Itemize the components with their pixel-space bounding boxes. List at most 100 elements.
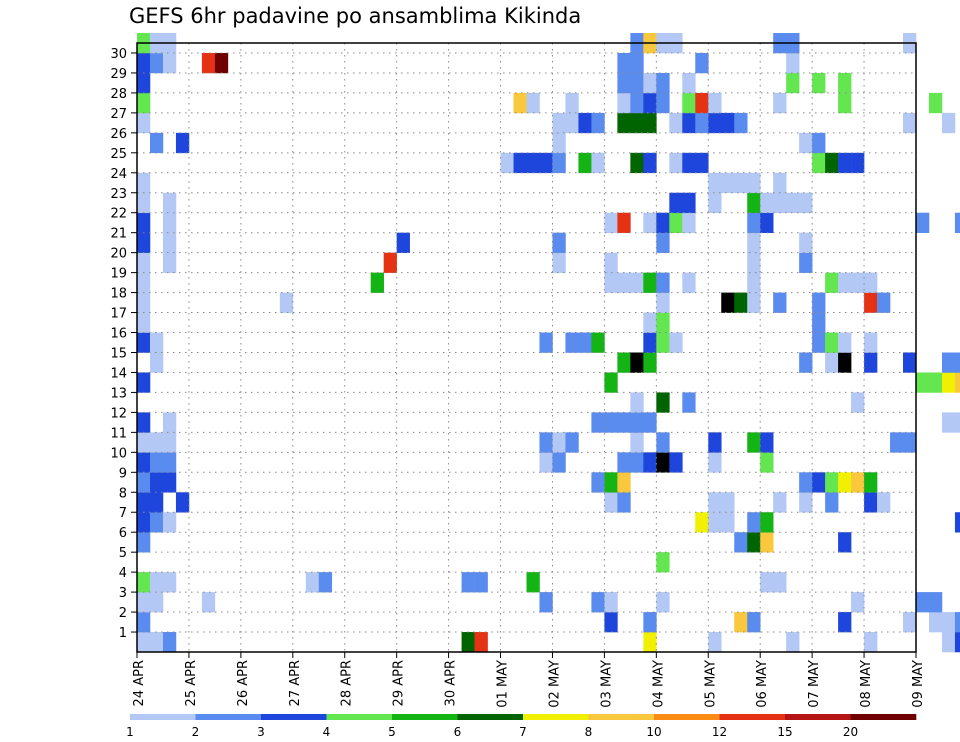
- heatmap-cell: [643, 452, 657, 473]
- heatmap-cell: [916, 592, 930, 613]
- heatmap-cell: [656, 392, 670, 413]
- heatmap-cell: [812, 332, 826, 353]
- heatmap-cell: [864, 292, 878, 313]
- colorbar-label: 15: [777, 725, 792, 739]
- heatmap-cell: [734, 292, 748, 313]
- heatmap-cell: [708, 172, 722, 194]
- heatmap-cell: [825, 352, 839, 373]
- heatmap-cell: [149, 452, 164, 473]
- heatmap-cell: [513, 92, 527, 114]
- heatmap-cell: [591, 412, 605, 433]
- heatmap-cell: [760, 212, 774, 233]
- heatmap-cell: [149, 492, 164, 513]
- heatmap-cell: [838, 72, 852, 94]
- colorbar-label: 20: [843, 725, 858, 739]
- heatmap-cell: [137, 612, 151, 633]
- y-tick-label: 9: [119, 466, 127, 481]
- heatmap-cell: [708, 452, 722, 473]
- heatmap-cell: [656, 212, 670, 233]
- heatmap-cell: [812, 472, 826, 493]
- heatmap-cell: [708, 92, 722, 114]
- heatmap-cell: [565, 332, 579, 353]
- heatmap-cell: [137, 632, 151, 653]
- heatmap-cell: [695, 112, 709, 134]
- colorbar-swatch: [195, 714, 262, 720]
- heatmap-cell: [954, 632, 960, 653]
- heatmap-cell: [617, 92, 631, 114]
- heatmap-cell: [903, 612, 917, 633]
- heatmap-cell: [747, 272, 761, 293]
- heatmap-cell: [149, 592, 164, 613]
- heatmap-cell: [137, 52, 151, 74]
- heatmap-cell: [137, 492, 151, 513]
- heatmap-cell: [137, 92, 151, 114]
- heatmap-cell: [747, 252, 761, 273]
- x-tick-label: 09 MAY: [911, 660, 926, 708]
- heatmap-cell: [656, 592, 670, 613]
- heatmap-cell: [656, 232, 670, 253]
- heatmap-cell: [656, 92, 670, 114]
- heatmap-cell: [539, 452, 553, 473]
- heatmap-cell: [137, 332, 151, 353]
- heatmap-cell: [864, 352, 878, 373]
- heatmap-cell: [552, 432, 566, 453]
- heatmap-cell: [669, 192, 683, 214]
- heatmap-cell: [643, 72, 657, 94]
- y-tick-label: 16: [110, 327, 127, 342]
- heatmap-cell: [591, 112, 605, 134]
- heatmap-cell: [708, 192, 722, 214]
- colorbar-swatch: [588, 714, 655, 720]
- y-tick-label: 23: [110, 187, 127, 202]
- heatmap-cell: [747, 292, 761, 313]
- heatmap-cell: [604, 592, 618, 613]
- colorbar-label: 6: [454, 725, 462, 739]
- heatmap-cell: [838, 612, 852, 633]
- heatmap-cell: [578, 152, 592, 174]
- colorbar-label: 5: [388, 725, 396, 739]
- heatmap-cell: [630, 72, 644, 94]
- heatmap-cell: [162, 432, 177, 453]
- heatmap-cell: [708, 492, 722, 513]
- heatmap-cell: [941, 372, 956, 393]
- heatmap-cell: [162, 452, 177, 473]
- colorbar-label: 10: [646, 725, 661, 739]
- heatmap-cell: [630, 432, 644, 453]
- heatmap-cell: [721, 292, 735, 313]
- heatmap-cell: [137, 532, 151, 553]
- heatmap-cell: [149, 52, 164, 74]
- heatmap-cell: [137, 412, 151, 433]
- heatmap-cell: [137, 112, 151, 134]
- heatmap-cell: [137, 292, 151, 313]
- heatmap-cell: [474, 572, 488, 593]
- chart-title: GEFS 6hr padavine po ansamblima Kikinda: [129, 4, 582, 28]
- heatmap-cell: [617, 472, 631, 493]
- heatmap-cell: [760, 572, 774, 593]
- heatmap-cell: [149, 472, 164, 493]
- heatmap-cell: [162, 232, 177, 253]
- heatmap-cell: [708, 512, 722, 533]
- heatmap-cell: [773, 192, 787, 214]
- heatmap-cell: [137, 212, 151, 233]
- heatmap-cell: [773, 292, 787, 313]
- x-tick-label: 02 MAY: [547, 660, 562, 708]
- heatmap-cell: [734, 532, 748, 553]
- heatmap-cell: [877, 492, 891, 513]
- heatmap-cell: [591, 592, 605, 613]
- y-tick-label: 11: [110, 426, 127, 441]
- heatmap-cell: [617, 352, 631, 373]
- heatmap-cell: [812, 152, 826, 174]
- heatmap-cell: [552, 452, 566, 473]
- heatmap-cell: [928, 92, 943, 114]
- heatmap-cell: [137, 472, 151, 493]
- heatmap-cell: [137, 592, 151, 613]
- y-tick-label: 2: [119, 606, 127, 621]
- heatmap-cell: [669, 112, 683, 134]
- heatmap-cell: [643, 332, 657, 353]
- heatmap-cell: [643, 152, 657, 174]
- heatmap-cell: [799, 492, 813, 513]
- heatmap-cell: [903, 352, 917, 373]
- heatmap-cell: [799, 252, 813, 273]
- heatmap-cell: [864, 272, 878, 293]
- heatmap-cell: [851, 392, 865, 413]
- y-tick-label: 5: [119, 546, 127, 561]
